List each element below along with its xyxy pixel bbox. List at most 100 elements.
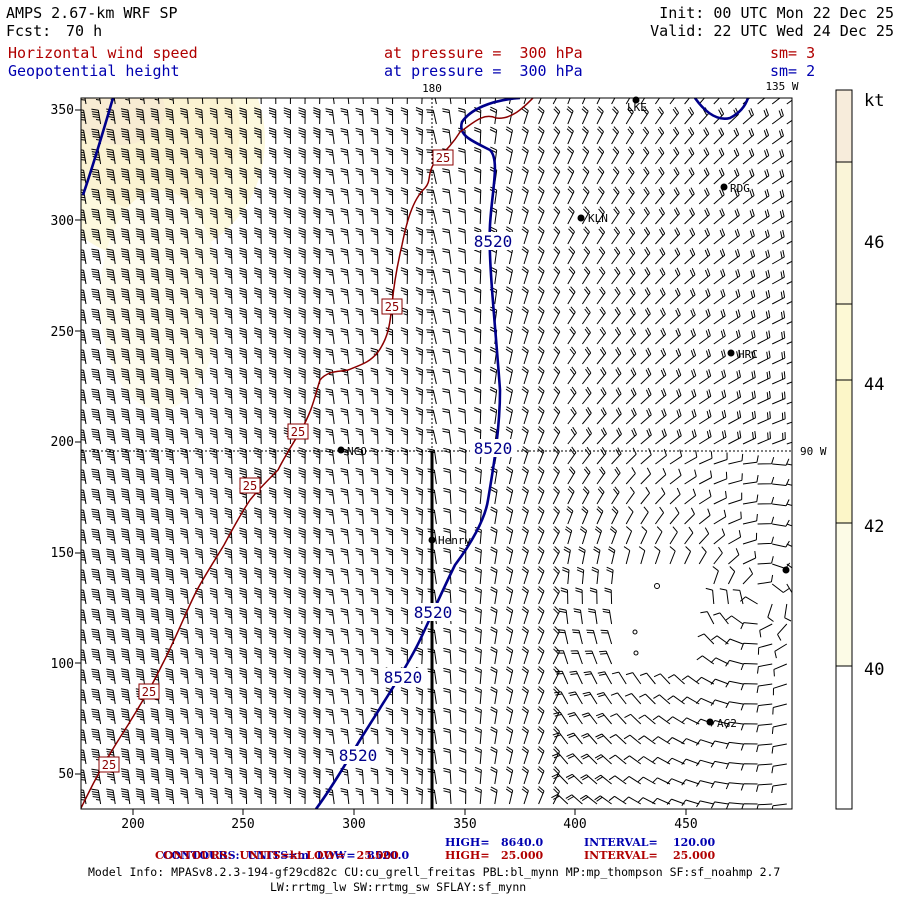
wind-barb <box>625 98 631 105</box>
wind-barb <box>81 609 87 625</box>
wind-barb <box>180 767 189 785</box>
wind-barb <box>254 687 262 705</box>
wind-barb <box>180 207 189 225</box>
wind-barb <box>552 146 561 165</box>
wind-barb <box>537 486 545 505</box>
wind-barb <box>625 307 636 325</box>
wind-barb <box>426 309 437 325</box>
wind-barb <box>596 407 607 425</box>
wind-barb <box>698 308 711 325</box>
wind-barb <box>400 567 408 585</box>
wind-barb <box>742 513 758 525</box>
wind-barb <box>713 308 726 325</box>
wind-barb <box>194 187 204 205</box>
wind-barb <box>283 507 291 525</box>
wind-barb <box>458 607 467 625</box>
wind-barb <box>505 486 514 505</box>
wind-barb <box>313 767 321 785</box>
wind-barb <box>505 726 514 745</box>
wind-barb <box>640 526 648 545</box>
wind-barb <box>521 546 529 565</box>
wind-barb <box>640 387 652 405</box>
calm-markers <box>632 583 660 656</box>
wind-barb <box>713 349 726 365</box>
wind-barb <box>458 687 467 705</box>
wind-barb <box>786 381 792 385</box>
wind-barb <box>638 735 656 745</box>
wind-barb <box>786 180 792 185</box>
wind-barb <box>581 126 589 145</box>
wind-barb <box>505 146 513 165</box>
wind-barb <box>268 307 277 325</box>
model-info-2: LW:rrtmg_lw SW:rrtmg_sw SFLAY:sf_mynn <box>270 880 527 894</box>
wind-barb <box>458 747 467 765</box>
wind-barb <box>355 607 364 625</box>
wind-barb <box>180 447 189 465</box>
wind-barb <box>586 629 598 645</box>
wind-barb <box>669 167 680 185</box>
wind-barb <box>771 330 786 345</box>
wind-barb <box>608 546 616 565</box>
wind-barb <box>537 266 545 285</box>
wind-barb <box>711 635 729 645</box>
wind-barb <box>580 774 598 785</box>
wind-barb <box>521 226 529 245</box>
wind-barb <box>458 787 467 805</box>
x-tick-label: 400 <box>563 817 586 832</box>
wind-barb <box>313 587 321 605</box>
wind-barb <box>400 747 408 765</box>
wind-barb <box>725 721 744 729</box>
wind-barb <box>81 489 87 505</box>
wind-barb <box>640 408 652 425</box>
wind-barb <box>580 753 598 765</box>
wind-barb <box>325 308 335 325</box>
wind-barb <box>135 588 145 605</box>
wind-barb <box>180 247 189 265</box>
wind-barb <box>640 126 650 145</box>
svg-text:RDG: RDG <box>730 182 750 195</box>
wind-barb <box>695 759 714 767</box>
wind-barb <box>283 587 291 605</box>
wind-barb <box>91 328 102 345</box>
footer-height-high: HIGH= 8640.0 <box>445 836 544 849</box>
y-tick-label: 200 <box>51 435 74 450</box>
wind-barb <box>150 368 160 385</box>
wind-barb <box>705 587 715 605</box>
field1-level: at pressure = 300 hPa <box>384 44 583 62</box>
wind-barb <box>340 228 350 245</box>
wind-barb <box>298 387 306 405</box>
wind-barb <box>120 428 131 445</box>
wind-barb <box>106 228 116 245</box>
wind-barb <box>713 98 721 105</box>
wind-barb <box>332 98 335 105</box>
wind-barb <box>567 326 576 345</box>
wind-barb <box>268 427 277 445</box>
wind-barb <box>415 747 423 765</box>
wind-barb <box>521 606 529 625</box>
wind-barb <box>298 167 306 185</box>
wind-barb <box>567 286 576 305</box>
wind-barb <box>713 471 728 485</box>
wind-barb <box>135 168 145 185</box>
wind-barb <box>415 307 423 325</box>
wind-barb <box>521 406 529 425</box>
wind-barb <box>655 408 667 425</box>
wind-barb <box>521 586 529 605</box>
wind-barb <box>340 588 350 605</box>
wind-barb <box>370 507 379 525</box>
wind-barb <box>742 269 756 285</box>
wind-barb <box>474 167 482 185</box>
wind-barb <box>521 366 529 385</box>
wind-barb <box>537 206 545 225</box>
wind-barb <box>698 527 710 545</box>
wind-barb <box>385 347 394 365</box>
wind-barb <box>224 607 233 625</box>
wind-barb <box>537 626 545 645</box>
wind-barb <box>370 247 379 265</box>
wind-barb <box>415 447 423 465</box>
wind-barb <box>640 307 651 325</box>
y-tick-label: 350 <box>51 103 74 118</box>
wind-barb <box>681 738 700 745</box>
wind-barb <box>786 523 792 527</box>
wind-barb <box>81 169 87 185</box>
